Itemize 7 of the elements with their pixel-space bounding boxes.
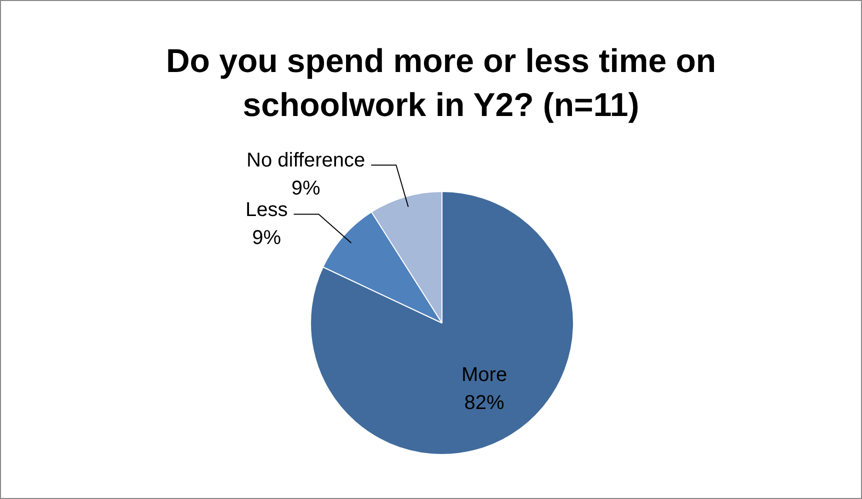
slice-label: Less <box>245 198 288 221</box>
chart-title: Do you spend more or less time on schoolwork in Y2? (n=11) <box>164 41 718 125</box>
data-label: 82% <box>464 392 505 414</box>
slice-label: More <box>461 364 508 386</box>
slice-label: No difference <box>246 150 366 172</box>
data-label: 9% <box>252 226 282 249</box>
data-label: 9% <box>291 178 321 200</box>
